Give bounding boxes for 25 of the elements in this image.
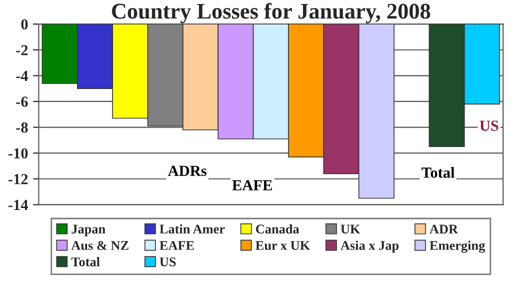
y-tick-label: -10 (8, 148, 28, 159)
chart-title: Country Losses for January, 2008 (112, 2, 430, 24)
annotation: ADRs (168, 166, 206, 176)
y-tick-label: -6 (16, 96, 28, 107)
legend-label: ADR (430, 224, 458, 234)
legend-label: Canada (256, 224, 300, 234)
annotation: Total (422, 167, 455, 178)
annotation: EAFE (232, 180, 272, 190)
legend-label: US (160, 257, 176, 266)
y-tick-label: -8 (16, 122, 28, 133)
legend-label: Eur x UK (256, 241, 310, 250)
y-tick-label: -2 (16, 45, 28, 56)
y-tick-label: -4 (16, 70, 28, 81)
legend-label: Japan (72, 224, 106, 236)
y-tick-label: 0 (21, 19, 28, 30)
legend-label: Asia x Jap (340, 240, 399, 253)
legend-label: Emerging (430, 240, 486, 253)
legend-label: EAFE (160, 241, 194, 250)
legend-label: UK (340, 224, 360, 234)
legend-label: Total (71, 257, 100, 266)
legend-label: Latin Amer (160, 224, 225, 234)
y-tick-label: -14 (8, 200, 28, 210)
y-tick-label: -12 (8, 174, 28, 184)
annotation: US (480, 120, 498, 131)
legend-label: Aus & NZ (71, 241, 128, 250)
